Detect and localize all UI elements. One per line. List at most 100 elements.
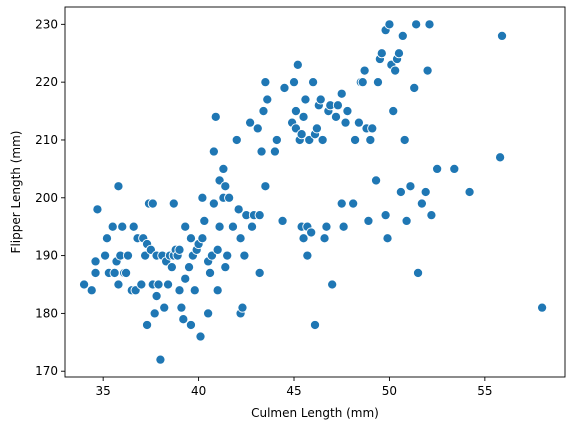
y-tick-label: 220 <box>35 75 58 89</box>
data-point <box>121 267 132 278</box>
data-point <box>113 279 124 290</box>
data-point <box>382 233 393 244</box>
data-point <box>372 77 384 88</box>
data-point <box>271 134 282 146</box>
data-point <box>319 233 330 244</box>
data-point <box>79 279 90 290</box>
data-point <box>210 111 221 122</box>
data-point <box>183 262 195 273</box>
data-point <box>128 221 139 232</box>
data-point <box>151 291 162 302</box>
data-point <box>159 302 170 313</box>
data-point <box>239 250 250 261</box>
data-point <box>235 233 246 244</box>
data-point <box>90 256 101 267</box>
data-point <box>388 106 399 117</box>
axes-layer: 35 40 45 50 55 170 180 190 200 210 220 230 <box>35 6 566 398</box>
data-point <box>537 302 548 313</box>
data-point <box>189 285 200 296</box>
data-point <box>290 106 301 117</box>
data-point <box>327 279 338 290</box>
data-point <box>227 221 238 232</box>
data-point <box>233 204 244 215</box>
data-point <box>300 94 311 105</box>
y-tick-label: 210 <box>35 133 58 147</box>
data-point <box>208 146 219 157</box>
data-point <box>296 129 307 140</box>
data-point <box>117 221 128 232</box>
data-point <box>420 186 431 198</box>
data-point <box>142 319 153 331</box>
data-point <box>338 221 349 232</box>
data-point <box>405 181 416 192</box>
data-point <box>422 65 433 76</box>
data-point <box>100 250 111 261</box>
data-point <box>90 267 101 278</box>
data-point <box>464 186 475 198</box>
data-point <box>359 65 370 76</box>
data-point <box>252 123 263 134</box>
y-tick-label: 170 <box>35 364 58 378</box>
data-point <box>185 319 196 331</box>
data-point <box>424 19 435 30</box>
data-point <box>336 198 347 209</box>
x-tick-label: 35 <box>96 384 111 398</box>
data-point <box>256 146 267 157</box>
data-point <box>155 354 166 365</box>
data-point <box>350 134 361 146</box>
data-point <box>330 111 342 122</box>
data-point <box>178 314 189 325</box>
data-point <box>363 215 374 226</box>
data-point <box>308 77 319 88</box>
data-point <box>416 198 427 209</box>
data-point <box>212 285 223 296</box>
data-point <box>397 30 408 41</box>
data-point <box>107 221 118 232</box>
data-point <box>332 100 343 111</box>
data-point <box>315 94 326 105</box>
data-point <box>237 302 248 313</box>
data-point <box>449 163 460 174</box>
data-point <box>168 198 179 209</box>
data-point <box>149 308 160 319</box>
data-point <box>153 279 164 290</box>
y-axis-label: Flipper Length (mm) <box>9 131 23 254</box>
data-point <box>246 221 258 232</box>
data-point <box>222 250 233 261</box>
data-point <box>203 308 214 319</box>
data-point <box>353 117 364 128</box>
data-point <box>411 19 422 30</box>
data-point <box>231 134 242 146</box>
data-point <box>195 331 206 342</box>
points-layer <box>79 19 548 365</box>
data-point <box>496 30 508 41</box>
x-axis-label: Culmen Length (mm) <box>251 406 379 420</box>
data-point <box>495 152 506 163</box>
data-point <box>376 48 387 59</box>
data-point <box>208 198 219 209</box>
data-point <box>147 198 158 209</box>
data-point <box>309 319 321 331</box>
y-tick-label: 180 <box>35 306 58 320</box>
data-point <box>342 106 353 117</box>
data-point <box>122 250 134 261</box>
data-point <box>302 250 313 261</box>
y-tick-label: 190 <box>35 249 58 263</box>
y-tick-label: 230 <box>35 17 58 31</box>
data-point <box>224 192 235 203</box>
data-point <box>412 267 424 278</box>
data-point <box>279 82 290 93</box>
data-point <box>204 267 216 278</box>
data-point <box>212 244 223 255</box>
data-point <box>166 262 177 273</box>
data-point <box>113 181 124 192</box>
data-point <box>348 198 359 209</box>
data-point <box>357 77 368 88</box>
data-point <box>298 233 309 244</box>
data-point <box>298 111 309 122</box>
data-point <box>426 210 437 221</box>
data-point <box>321 221 332 232</box>
data-point <box>174 285 185 296</box>
data-point <box>197 192 208 203</box>
data-point <box>432 163 443 174</box>
